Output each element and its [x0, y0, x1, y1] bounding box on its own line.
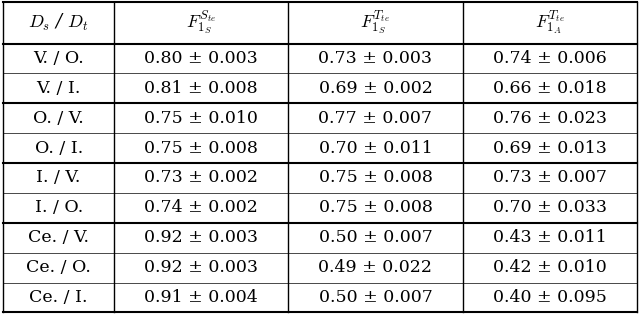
Text: I. / V.: I. / V.: [36, 170, 81, 187]
Text: 0.77 ± 0.007: 0.77 ± 0.007: [319, 110, 433, 127]
Text: 0.74 ± 0.006: 0.74 ± 0.006: [493, 50, 607, 67]
Text: I. / O.: I. / O.: [35, 199, 83, 216]
Text: 0.73 ± 0.002: 0.73 ± 0.002: [144, 170, 258, 187]
Text: 0.76 ± 0.023: 0.76 ± 0.023: [493, 110, 607, 127]
Text: 0.92 ± 0.003: 0.92 ± 0.003: [144, 229, 258, 246]
Text: V. / O.: V. / O.: [33, 50, 84, 67]
Text: 0.50 ± 0.007: 0.50 ± 0.007: [319, 229, 433, 246]
Text: 0.69 ± 0.002: 0.69 ± 0.002: [319, 80, 433, 97]
Text: 0.40 ± 0.095: 0.40 ± 0.095: [493, 289, 607, 306]
Text: 0.42 ± 0.010: 0.42 ± 0.010: [493, 259, 607, 276]
Text: V. / I.: V. / I.: [36, 80, 81, 97]
Text: 0.69 ± 0.013: 0.69 ± 0.013: [493, 140, 607, 157]
Text: 0.43 ± 0.011: 0.43 ± 0.011: [493, 229, 607, 246]
Text: O. / V.: O. / V.: [33, 110, 84, 127]
Text: 0.73 ± 0.007: 0.73 ± 0.007: [493, 170, 607, 187]
Text: 0.80 ± 0.003: 0.80 ± 0.003: [145, 50, 258, 67]
Text: 0.70 ± 0.033: 0.70 ± 0.033: [493, 199, 607, 216]
Text: O. / I.: O. / I.: [35, 140, 83, 157]
Text: $F_{1_S}^{T_{te}}$: $F_{1_S}^{T_{te}}$: [360, 8, 390, 37]
Text: $D_s$ / $D_t$: $D_s$ / $D_t$: [28, 12, 89, 33]
Text: 0.74 ± 0.002: 0.74 ± 0.002: [144, 199, 258, 216]
Text: Ce. / V.: Ce. / V.: [28, 229, 89, 246]
Text: 0.66 ± 0.018: 0.66 ± 0.018: [493, 80, 607, 97]
Text: 0.92 ± 0.003: 0.92 ± 0.003: [144, 259, 258, 276]
Text: $F_{1_S}^{S_{te}}$: $F_{1_S}^{S_{te}}$: [186, 8, 216, 37]
Text: 0.50 ± 0.007: 0.50 ± 0.007: [319, 289, 433, 306]
Text: $F_{1_A}^{T_{te}}$: $F_{1_A}^{T_{te}}$: [534, 8, 564, 37]
Text: 0.81 ± 0.008: 0.81 ± 0.008: [145, 80, 258, 97]
Text: 0.75 ± 0.008: 0.75 ± 0.008: [319, 170, 433, 187]
Text: 0.49 ± 0.022: 0.49 ± 0.022: [319, 259, 433, 276]
Text: Ce. / O.: Ce. / O.: [26, 259, 91, 276]
Text: 0.75 ± 0.008: 0.75 ± 0.008: [144, 140, 258, 157]
Text: Ce. / I.: Ce. / I.: [29, 289, 88, 306]
Text: 0.75 ± 0.008: 0.75 ± 0.008: [319, 199, 433, 216]
Text: 0.70 ± 0.011: 0.70 ± 0.011: [319, 140, 432, 157]
Text: 0.91 ± 0.004: 0.91 ± 0.004: [145, 289, 258, 306]
Text: 0.73 ± 0.003: 0.73 ± 0.003: [319, 50, 433, 67]
Text: 0.75 ± 0.010: 0.75 ± 0.010: [144, 110, 258, 127]
